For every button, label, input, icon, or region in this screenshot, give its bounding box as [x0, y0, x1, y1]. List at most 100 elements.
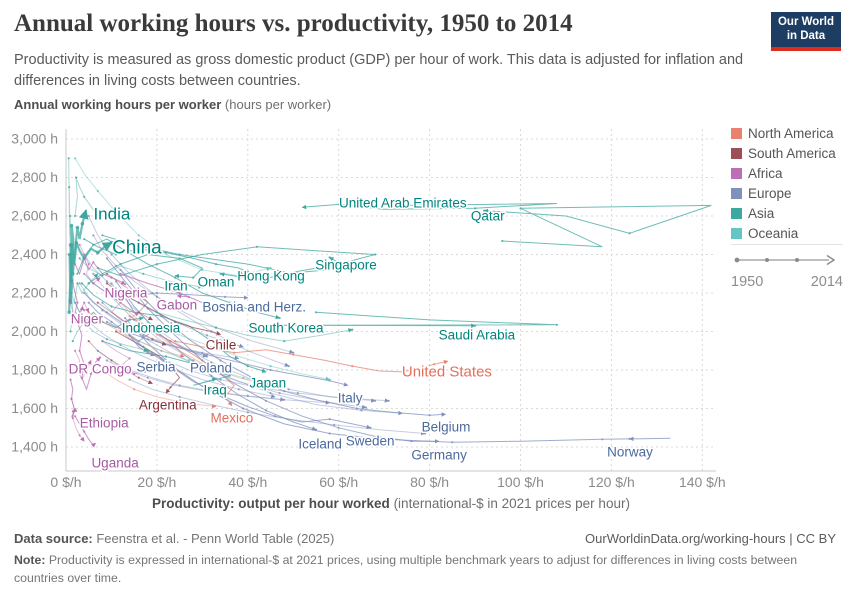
- owid-url-link[interactable]: OurWorldinData.org/working-hours | CC BY: [585, 531, 836, 546]
- country-label-iceland[interactable]: Iceland: [297, 435, 344, 453]
- series-line-gabon[interactable]: [120, 273, 203, 304]
- legend-item-oceania[interactable]: Oceania: [731, 226, 836, 241]
- country-label-india[interactable]: India: [92, 203, 132, 225]
- country-label-norway[interactable]: Norway: [606, 443, 655, 461]
- series-line[interactable]: [156, 311, 353, 342]
- x-tick-label: 120 $/h: [588, 474, 635, 490]
- series-line-bosnia-and-herz[interactable]: [83, 273, 249, 313]
- legend-item-north-america[interactable]: North America: [731, 126, 836, 141]
- country-label-bosnia-and-herz[interactable]: Bosnia and Herz.: [201, 298, 308, 316]
- series-line[interactable]: [83, 254, 244, 348]
- series-line[interactable]: [79, 244, 101, 285]
- country-label-iraq[interactable]: Iraq: [202, 381, 228, 399]
- series-line-chile[interactable]: [106, 282, 222, 336]
- series-line[interactable]: [93, 282, 140, 323]
- country-label-hong-kong[interactable]: Hong Kong: [236, 267, 307, 285]
- series-line-united-arab-emirates[interactable]: [301, 203, 557, 210]
- series-line-germany[interactable]: [106, 258, 440, 444]
- series-line-dr-congo[interactable]: [76, 321, 101, 391]
- country-label-iran[interactable]: Iran: [163, 277, 189, 295]
- data-point: [101, 340, 104, 343]
- series-line-ethiopia[interactable]: [70, 379, 78, 417]
- series-line-hong-kong[interactable]: [83, 238, 250, 276]
- country-label-niger[interactable]: Niger: [69, 310, 105, 328]
- country-label-argentina[interactable]: Argentina: [137, 396, 198, 414]
- timeline-start-handle[interactable]: [734, 257, 740, 263]
- country-label-nigeria[interactable]: Nigeria: [103, 284, 149, 302]
- data-point: [128, 378, 131, 381]
- data-point: [70, 291, 73, 295]
- country-label-oman[interactable]: Oman: [196, 273, 236, 291]
- legend-item-south-america[interactable]: South America: [731, 146, 836, 161]
- series-line[interactable]: [92, 273, 403, 416]
- series-line[interactable]: [147, 321, 331, 381]
- series-line[interactable]: [70, 301, 90, 324]
- series-line[interactable]: [106, 273, 153, 321]
- country-label-singapore[interactable]: Singapore: [314, 256, 379, 274]
- owid-logo[interactable]: Our World in Data: [771, 12, 841, 51]
- data-point: [174, 340, 177, 343]
- series-line-united-states[interactable]: [174, 340, 449, 373]
- legend-item-asia[interactable]: Asia: [731, 206, 836, 221]
- country-label-mexico[interactable]: Mexico: [209, 409, 255, 427]
- y-tick-label: 1,400 h: [11, 439, 58, 455]
- country-label-china[interactable]: China: [111, 236, 164, 260]
- series-line[interactable]: [74, 177, 99, 217]
- country-label-dr-congo[interactable]: DR Congo: [67, 360, 133, 378]
- series-line[interactable]: [97, 302, 167, 346]
- data-point: [105, 338, 108, 341]
- data-point: [328, 418, 331, 421]
- series-line[interactable]: [102, 369, 217, 409]
- country-label-uganda[interactable]: Uganda: [90, 454, 141, 472]
- x-tick-label: 80 $/h: [410, 474, 449, 490]
- series-line-iran[interactable]: [88, 253, 204, 284]
- series-line-niger[interactable]: [72, 283, 85, 317]
- series-line[interactable]: [88, 321, 276, 399]
- country-label-poland[interactable]: Poland: [188, 359, 233, 377]
- country-label-ethiopia[interactable]: Ethiopia: [78, 414, 130, 432]
- timeline-start-year[interactable]: 1950: [731, 274, 764, 290]
- country-label-gabon[interactable]: Gabon: [155, 296, 199, 314]
- series-line[interactable]: [88, 311, 185, 358]
- country-label-japan[interactable]: Japan: [248, 374, 288, 392]
- series-line[interactable]: [74, 350, 92, 381]
- series-line[interactable]: [138, 340, 272, 385]
- series-line[interactable]: [102, 340, 149, 375]
- series-line-iraq[interactable]: [102, 340, 232, 386]
- series-line[interactable]: [71, 398, 85, 442]
- country-label-qatar[interactable]: Qatar: [469, 207, 506, 225]
- series-line-south-korea[interactable]: [76, 238, 281, 320]
- country-label-chile[interactable]: Chile: [204, 336, 238, 354]
- series-line-italy[interactable]: [106, 321, 349, 387]
- series-line-singapore[interactable]: [97, 246, 376, 277]
- timeline-end-arrow-icon[interactable]: [826, 254, 836, 266]
- timeline-slider[interactable]: [731, 252, 843, 268]
- series-line[interactable]: [88, 340, 153, 385]
- country-label-saudi-arabia[interactable]: Saudi Arabia: [437, 326, 517, 344]
- country-label-germany[interactable]: Germany: [410, 446, 469, 464]
- series-line[interactable]: [79, 258, 203, 289]
- series-line-argentina[interactable]: [115, 331, 181, 394]
- timeline-end-year[interactable]: 2014: [810, 274, 843, 290]
- country-label-belgium[interactable]: Belgium: [420, 418, 472, 436]
- series-line-qatar[interactable]: [483, 204, 712, 248]
- legend-item-africa[interactable]: Africa: [731, 166, 836, 181]
- country-label-italy[interactable]: Italy: [336, 389, 364, 407]
- x-tick-label: 60 $/h: [319, 474, 358, 490]
- series-line[interactable]: [111, 292, 272, 387]
- country-label-united-states[interactable]: United States: [400, 362, 493, 382]
- country-label-indonesia[interactable]: Indonesia: [120, 319, 182, 337]
- series-line[interactable]: [106, 359, 331, 405]
- series-line[interactable]: [79, 283, 240, 361]
- legend-item-europe[interactable]: Europe: [731, 186, 836, 201]
- series-line[interactable]: [68, 158, 74, 284]
- series-line-sweden[interactable]: [129, 335, 372, 430]
- series-line[interactable]: [70, 273, 99, 332]
- series-line-oman[interactable]: [102, 234, 294, 281]
- country-label-sweden[interactable]: Sweden: [344, 432, 396, 450]
- country-label-south-korea[interactable]: South Korea: [247, 319, 326, 337]
- series-line[interactable]: [72, 321, 149, 353]
- country-label-serbia[interactable]: Serbia: [135, 358, 178, 376]
- country-label-united-arab-emirates[interactable]: United Arab Emirates: [338, 194, 469, 212]
- series-line[interactable]: [97, 350, 285, 402]
